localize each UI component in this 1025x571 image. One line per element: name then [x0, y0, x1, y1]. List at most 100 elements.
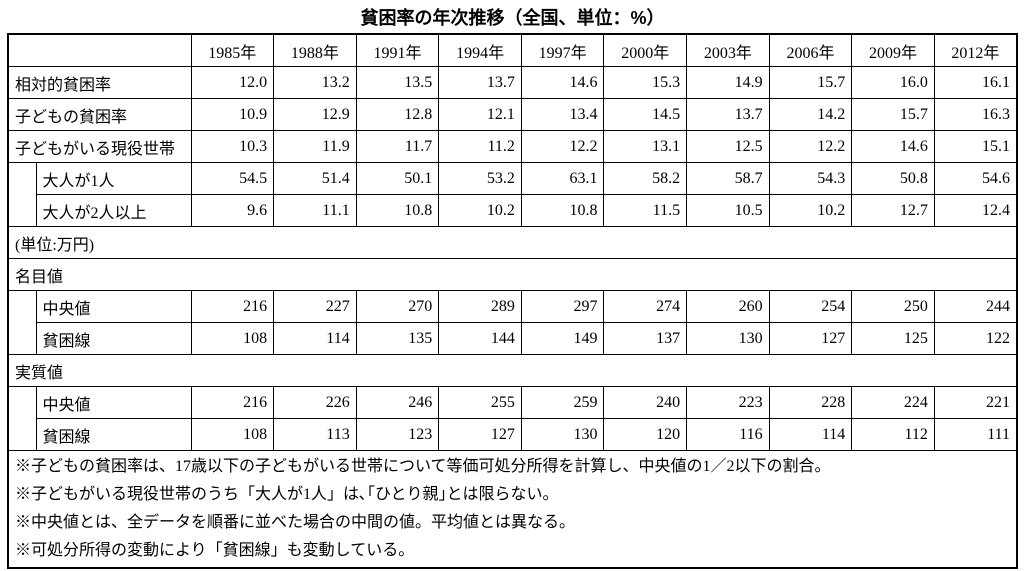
value-cell: 149 — [520, 322, 605, 355]
value-cell: 114 — [768, 418, 853, 451]
notes-row: ※子どもの貧困率は、17歳以下の子どもがいる世帯について等価可処分所得を計算し、… — [7, 450, 1018, 569]
rate-row: 子どもの貧困率 10.9 12.9 12.8 12.1 13.4 14.5 13.7 14.2 1… — [7, 98, 1018, 131]
value-cell: 10.9 — [190, 98, 275, 131]
value-cell: 10.2 — [438, 194, 522, 227]
value-cell: 13.2 — [273, 66, 357, 99]
value-cell: 108 — [190, 418, 275, 451]
poverty-table: 1985年 1988年 1991年 1994年 1997年 2000年 2003年 2006年… — [7, 33, 1018, 569]
value-cell: 63.1 — [520, 162, 605, 195]
row-label: 子どもがいる現役世帯 — [7, 130, 192, 163]
sub-row: 大人が2人以上 9.6 11.1 10.8 10.2 10.8 11.5 10.5 10.2 12… — [8, 194, 1018, 227]
rate-row: 子どもがいる現役世帯 10.3 11.9 11.7 11.2 12.2 13.1 12.5 12… — [7, 130, 1018, 163]
value-cell: 216 — [190, 386, 275, 419]
value-cell: 15.7 — [768, 66, 853, 99]
note: ※可処分所得の変動により「貧困線」も変動している。 — [15, 542, 415, 559]
sub-row: 貧困線 108 113 123 127 130 120 116 114 112 111 — [8, 418, 1018, 451]
value-cell: 120 — [603, 418, 688, 451]
note: ※中央値とは、全データを順番に並べた場合の中間の値。平均値とは異なる。 — [15, 514, 576, 531]
value-cell: 13.7 — [686, 98, 770, 131]
value-cell: 14.6 — [520, 66, 605, 99]
value-cell: 221 — [933, 386, 1018, 419]
value-cell: 125 — [851, 322, 935, 355]
row-label: 中央値 — [35, 290, 192, 323]
value-cell: 15.1 — [933, 130, 1018, 163]
value-cell: 270 — [355, 290, 440, 323]
value-cell: 13.4 — [520, 98, 605, 131]
row-label: 相対的貧困率 — [7, 66, 192, 99]
value-cell: 12.9 — [273, 98, 357, 131]
rate-row: 相対的貧困率 12.0 13.2 13.5 13.7 14.6 15.3 14.9 15.7 16… — [7, 66, 1018, 99]
row-label: 大人が2人以上 — [35, 194, 192, 227]
row-label: 中央値 — [35, 386, 192, 419]
year-header: 1991年 — [355, 33, 440, 67]
sub-row: 貧困線 108 114 135 144 149 137 130 127 125 122 — [8, 322, 1018, 355]
value-cell: 12.2 — [768, 130, 853, 163]
value-cell: 12.0 — [190, 66, 275, 99]
value-cell: 144 — [438, 322, 522, 355]
value-cell: 216 — [190, 290, 275, 323]
value-cell: 15.7 — [851, 98, 935, 131]
value-cell: 16.0 — [851, 66, 935, 99]
value-cell: 114 — [273, 322, 357, 355]
group-row: 実質値 — [7, 354, 1018, 387]
value-cell: 228 — [768, 386, 853, 419]
year-header: 2000年 — [603, 33, 688, 67]
value-cell: 255 — [438, 386, 522, 419]
value-cell: 15.3 — [603, 66, 688, 99]
value-cell: 123 — [355, 418, 440, 451]
value-cell: 10.8 — [355, 194, 440, 227]
corner-cell — [7, 33, 192, 67]
value-cell: 108 — [190, 322, 275, 355]
group-row: 名目値 — [7, 258, 1018, 291]
value-cell: 297 — [520, 290, 605, 323]
value-cell: 11.2 — [438, 130, 522, 163]
sub-row: 中央値 216 227 270 289 297 274 260 254 250 244 — [7, 290, 1018, 355]
value-cell: 12.7 — [851, 194, 935, 227]
year-header: 1988年 — [273, 33, 357, 67]
value-cell: 14.9 — [686, 66, 770, 99]
value-cell: 13.1 — [603, 130, 688, 163]
value-cell: 12.8 — [355, 98, 440, 131]
value-cell: 58.7 — [686, 162, 770, 195]
value-cell: 12.4 — [933, 194, 1018, 227]
value-cell: 16.1 — [933, 66, 1018, 99]
unit-row: (単位:万円) — [7, 226, 1018, 259]
value-cell: 289 — [438, 290, 522, 323]
table-body: 1985年 1988年 1991年 1994年 1997年 2000年 2003年 2006年… — [7, 33, 1018, 569]
value-cell: 10.2 — [768, 194, 853, 227]
value-cell: 244 — [933, 290, 1018, 323]
row-label: 貧困線 — [35, 418, 192, 451]
year-header: 1994年 — [438, 33, 522, 67]
value-cell: 223 — [686, 386, 770, 419]
value-cell: 58.2 — [603, 162, 688, 195]
value-cell: 240 — [603, 386, 688, 419]
table-title: 貧困率の年次推移（全国、単位：%） — [360, 8, 665, 28]
note: ※子どもがいる現役世帯のうち「大人が1人」は､｢ひとり親｣とは限らない。 — [15, 486, 559, 503]
value-cell: 113 — [273, 418, 357, 451]
value-cell: 259 — [520, 386, 605, 419]
year-header: 1997年 — [520, 33, 605, 67]
value-cell: 16.3 — [933, 98, 1018, 131]
value-cell: 11.5 — [603, 194, 688, 227]
value-cell: 14.6 — [851, 130, 935, 163]
notes-cell: ※子どもの貧困率は、17歳以下の子どもがいる世帯について等価可処分所得を計算し、… — [7, 450, 1018, 569]
unit-note: (単位:万円) — [7, 226, 1018, 259]
value-cell: 137 — [603, 322, 688, 355]
row-label: 貧困線 — [35, 322, 192, 355]
value-cell: 227 — [273, 290, 357, 323]
value-cell: 130 — [520, 418, 605, 451]
note: ※子どもの貧困率は、17歳以下の子どもがいる世帯について等価可処分所得を計算し、… — [15, 458, 831, 475]
value-cell: 130 — [686, 322, 770, 355]
value-cell: 54.5 — [190, 162, 275, 195]
value-cell: 12.2 — [520, 130, 605, 163]
value-cell: 53.2 — [438, 162, 522, 195]
year-header: 2006年 — [768, 33, 853, 67]
group-label: 実質値 — [7, 354, 1018, 387]
header-row: 1985年 1988年 1991年 1994年 1997年 2000年 2003年 2006年… — [7, 33, 1018, 67]
indent-cell — [7, 386, 37, 451]
value-cell: 10.5 — [686, 194, 770, 227]
value-cell: 13.7 — [438, 66, 522, 99]
value-cell: 50.8 — [851, 162, 935, 195]
value-cell: 11.1 — [273, 194, 357, 227]
